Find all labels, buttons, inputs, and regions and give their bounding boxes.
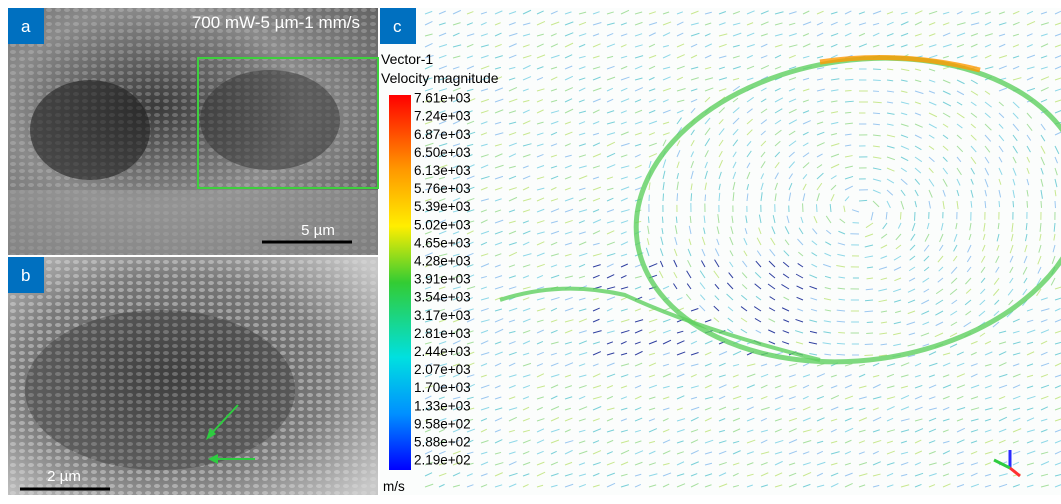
panel-label: b <box>21 266 30 285</box>
vector <box>677 193 678 201</box>
colorbar-tick-label: 2.44e+03 <box>414 344 471 359</box>
vector <box>1027 201 1028 208</box>
caption: 700 mW-5 µm-1 mm/s <box>192 13 360 32</box>
colorbar-tick-label: 1.33e+03 <box>414 398 471 413</box>
colorbar-tick-label: 4.65e+03 <box>414 235 471 250</box>
colorbar-tick-label: 5.88e+02 <box>414 434 471 449</box>
colorbar-tick-label: 3.91e+03 <box>414 272 471 287</box>
colorbar-tick-label: 5.02e+03 <box>414 217 471 232</box>
vector <box>837 343 845 344</box>
colorbar-tick-label: 2.81e+03 <box>414 326 471 341</box>
vector <box>691 193 692 201</box>
vector <box>838 332 845 333</box>
vector <box>865 344 873 345</box>
vector <box>845 112 851 113</box>
colorbar-tick-label: 1.70e+03 <box>414 380 471 395</box>
pit <box>200 70 340 170</box>
colorbar-tick-label: 5.76e+03 <box>414 181 471 196</box>
panel-label: c <box>393 17 402 36</box>
vector <box>873 102 882 103</box>
pit <box>30 80 150 180</box>
vector <box>873 80 881 81</box>
figure: a 700 mW-5 µm-1 mm/s 5 µm b 2 µm c Vecto… <box>0 0 1061 499</box>
vector <box>662 217 663 223</box>
scale-bar-label: 2 µm <box>47 468 81 485</box>
colorbar-tick-label: 6.87e+03 <box>414 127 471 142</box>
legend-unit: m/s <box>383 479 405 494</box>
vector <box>845 79 853 80</box>
vector <box>1041 201 1042 208</box>
legend-quantity: Velocity magnitude <box>381 70 499 86</box>
vector <box>864 355 873 356</box>
colorbar-tick-label: 6.50e+03 <box>414 145 471 160</box>
colorbar-tick-label: 4.28e+03 <box>414 253 471 268</box>
colorbar <box>389 95 411 470</box>
colorbar-ticks: 7.61e+03 7.24e+03 6.87e+03 6.50e+03 6.13e+03… <box>414 91 471 468</box>
vector <box>1013 201 1014 207</box>
colorbar-tick-label: 5.39e+03 <box>414 199 471 214</box>
vector <box>663 194 664 201</box>
vector <box>873 113 880 114</box>
colorbar-tick-label: 2.07e+03 <box>414 362 471 377</box>
vector <box>859 200 867 201</box>
colorbar-tick-label: 2.19e+02 <box>414 453 471 468</box>
colorbar-tick-label: 3.54e+03 <box>414 290 471 305</box>
vector <box>676 217 677 223</box>
colorbar-tick-label: 6.13e+03 <box>414 163 471 178</box>
vector <box>816 204 817 212</box>
vector <box>999 201 1000 207</box>
panel-label: a <box>21 17 31 36</box>
scale-bar-label: 5 µm <box>301 222 335 239</box>
vector <box>705 194 706 201</box>
pit <box>25 310 295 470</box>
vector <box>845 90 852 91</box>
colorbar-tick-label: 7.24e+03 <box>414 109 471 124</box>
page: { "panels": [ {"label": "a", "caption": … <box>0 0 1061 499</box>
vector <box>836 354 845 355</box>
colorbar-tick-label: 7.61e+03 <box>414 91 471 106</box>
vector <box>873 124 880 125</box>
colorbar-tick-label: 9.58e+02 <box>414 416 471 431</box>
vector <box>845 68 852 69</box>
colorbar-tick-label: 3.17e+03 <box>414 308 471 323</box>
vector <box>900 212 901 219</box>
legend-title: Vector-1 <box>381 51 433 67</box>
vector <box>648 216 649 223</box>
